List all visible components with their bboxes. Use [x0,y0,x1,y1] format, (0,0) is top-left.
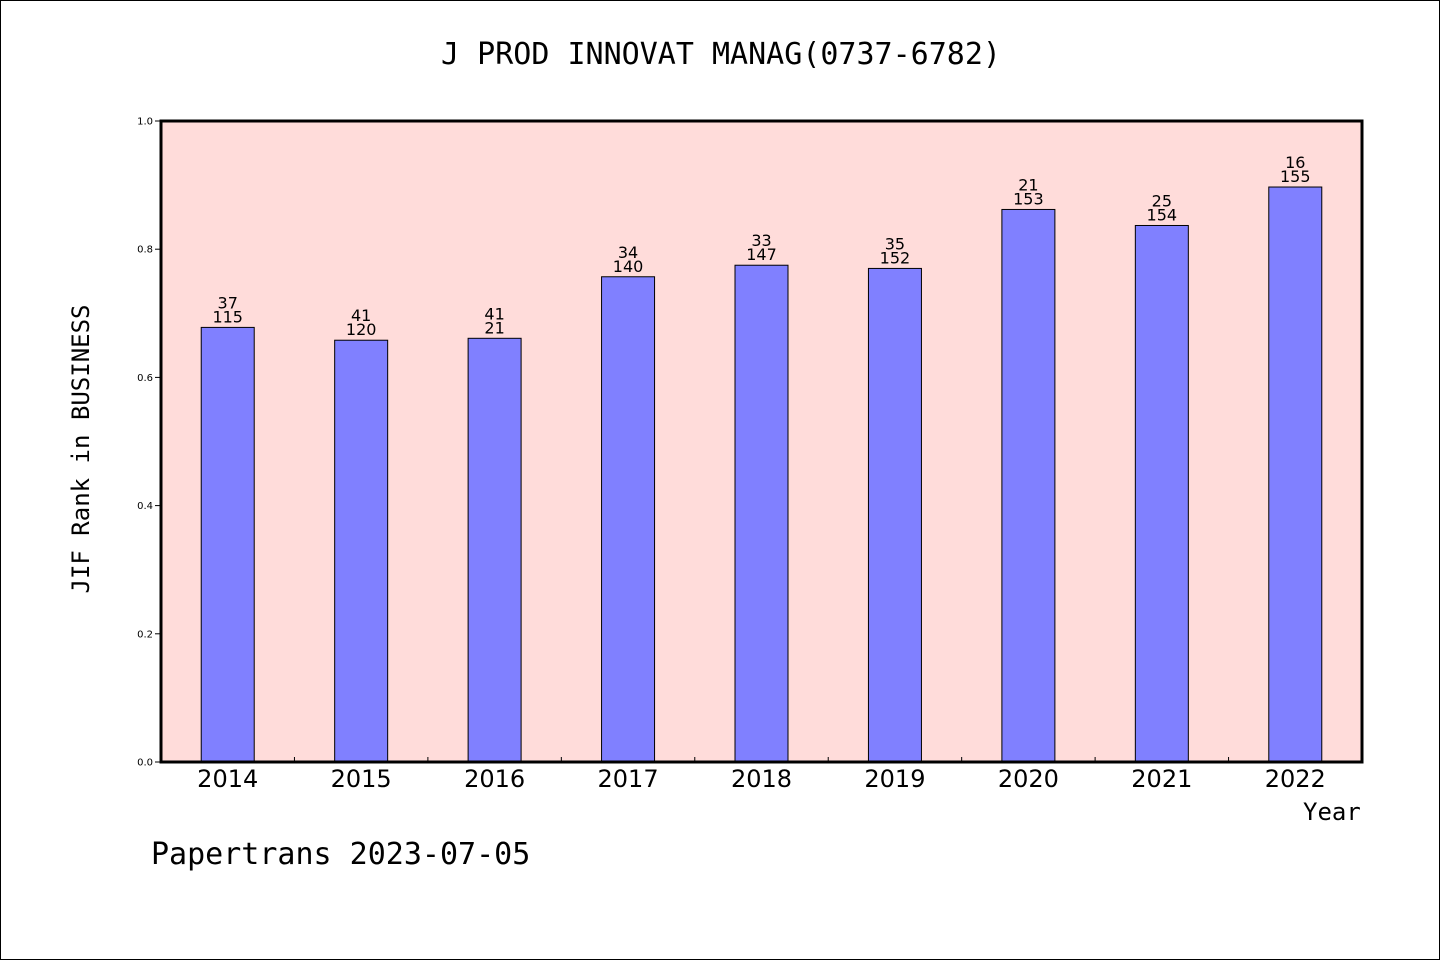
x-tick-label: 2018 [731,765,792,793]
bar-label-top: 41 [484,304,504,323]
y-tick-label: 0.8 [137,245,153,256]
bar [467,337,522,763]
bar [200,326,255,763]
x-tick-label: 2014 [197,765,258,793]
bar [734,264,789,763]
x-axis-label: Year [1303,798,1361,826]
y-tick-label: 0.0 [137,758,153,769]
y-tick-label: 0.2 [137,629,153,640]
bar-label-bottom: 21 [484,318,504,337]
bar-label-bottom: 120 [346,320,377,339]
x-tick-label: 2022 [1265,765,1326,793]
x-tick-label: 2019 [864,765,925,793]
x-tick-label: 2021 [1131,765,1192,793]
bar-label-top: 21 [1018,175,1038,194]
x-tick-label: 2016 [464,765,525,793]
bar [867,267,922,763]
x-tick-label: 2015 [331,765,392,793]
footer-watermark: Papertrans 2023-07-05 [151,837,531,872]
bar-label-top: 35 [885,234,905,253]
y-tick-label: 1.0 [137,117,153,128]
y-tick-label: 0.4 [137,501,153,512]
bar [601,276,656,763]
plot-border [159,119,1364,764]
bar-label-bottom: 152 [880,248,911,267]
bar [1134,224,1189,763]
bar-label-bottom: 147 [746,245,777,264]
bar [1001,208,1056,763]
bar [1268,186,1323,763]
bar-label-bottom: 115 [212,307,243,326]
x-tick-label: 2020 [998,765,1059,793]
bar-label-top: 25 [1152,191,1172,210]
bar-label-top: 41 [351,306,371,325]
y-tick-label: 0.6 [137,373,153,384]
x-tick-label: 2017 [598,765,659,793]
bar-label-top: 34 [618,243,638,262]
bar-label-top: 37 [218,293,238,312]
chart-title: J PROD INNOVAT MANAG(0737-6782) [441,37,1001,72]
bar-label-top: 33 [751,231,771,250]
bar-label-bottom: 153 [1013,189,1044,208]
bar [334,339,389,763]
bar-label-bottom: 154 [1147,205,1178,224]
bar-label-bottom: 140 [613,257,644,276]
bar-label-bottom: 155 [1280,167,1311,186]
bar-label-top: 16 [1285,153,1305,172]
